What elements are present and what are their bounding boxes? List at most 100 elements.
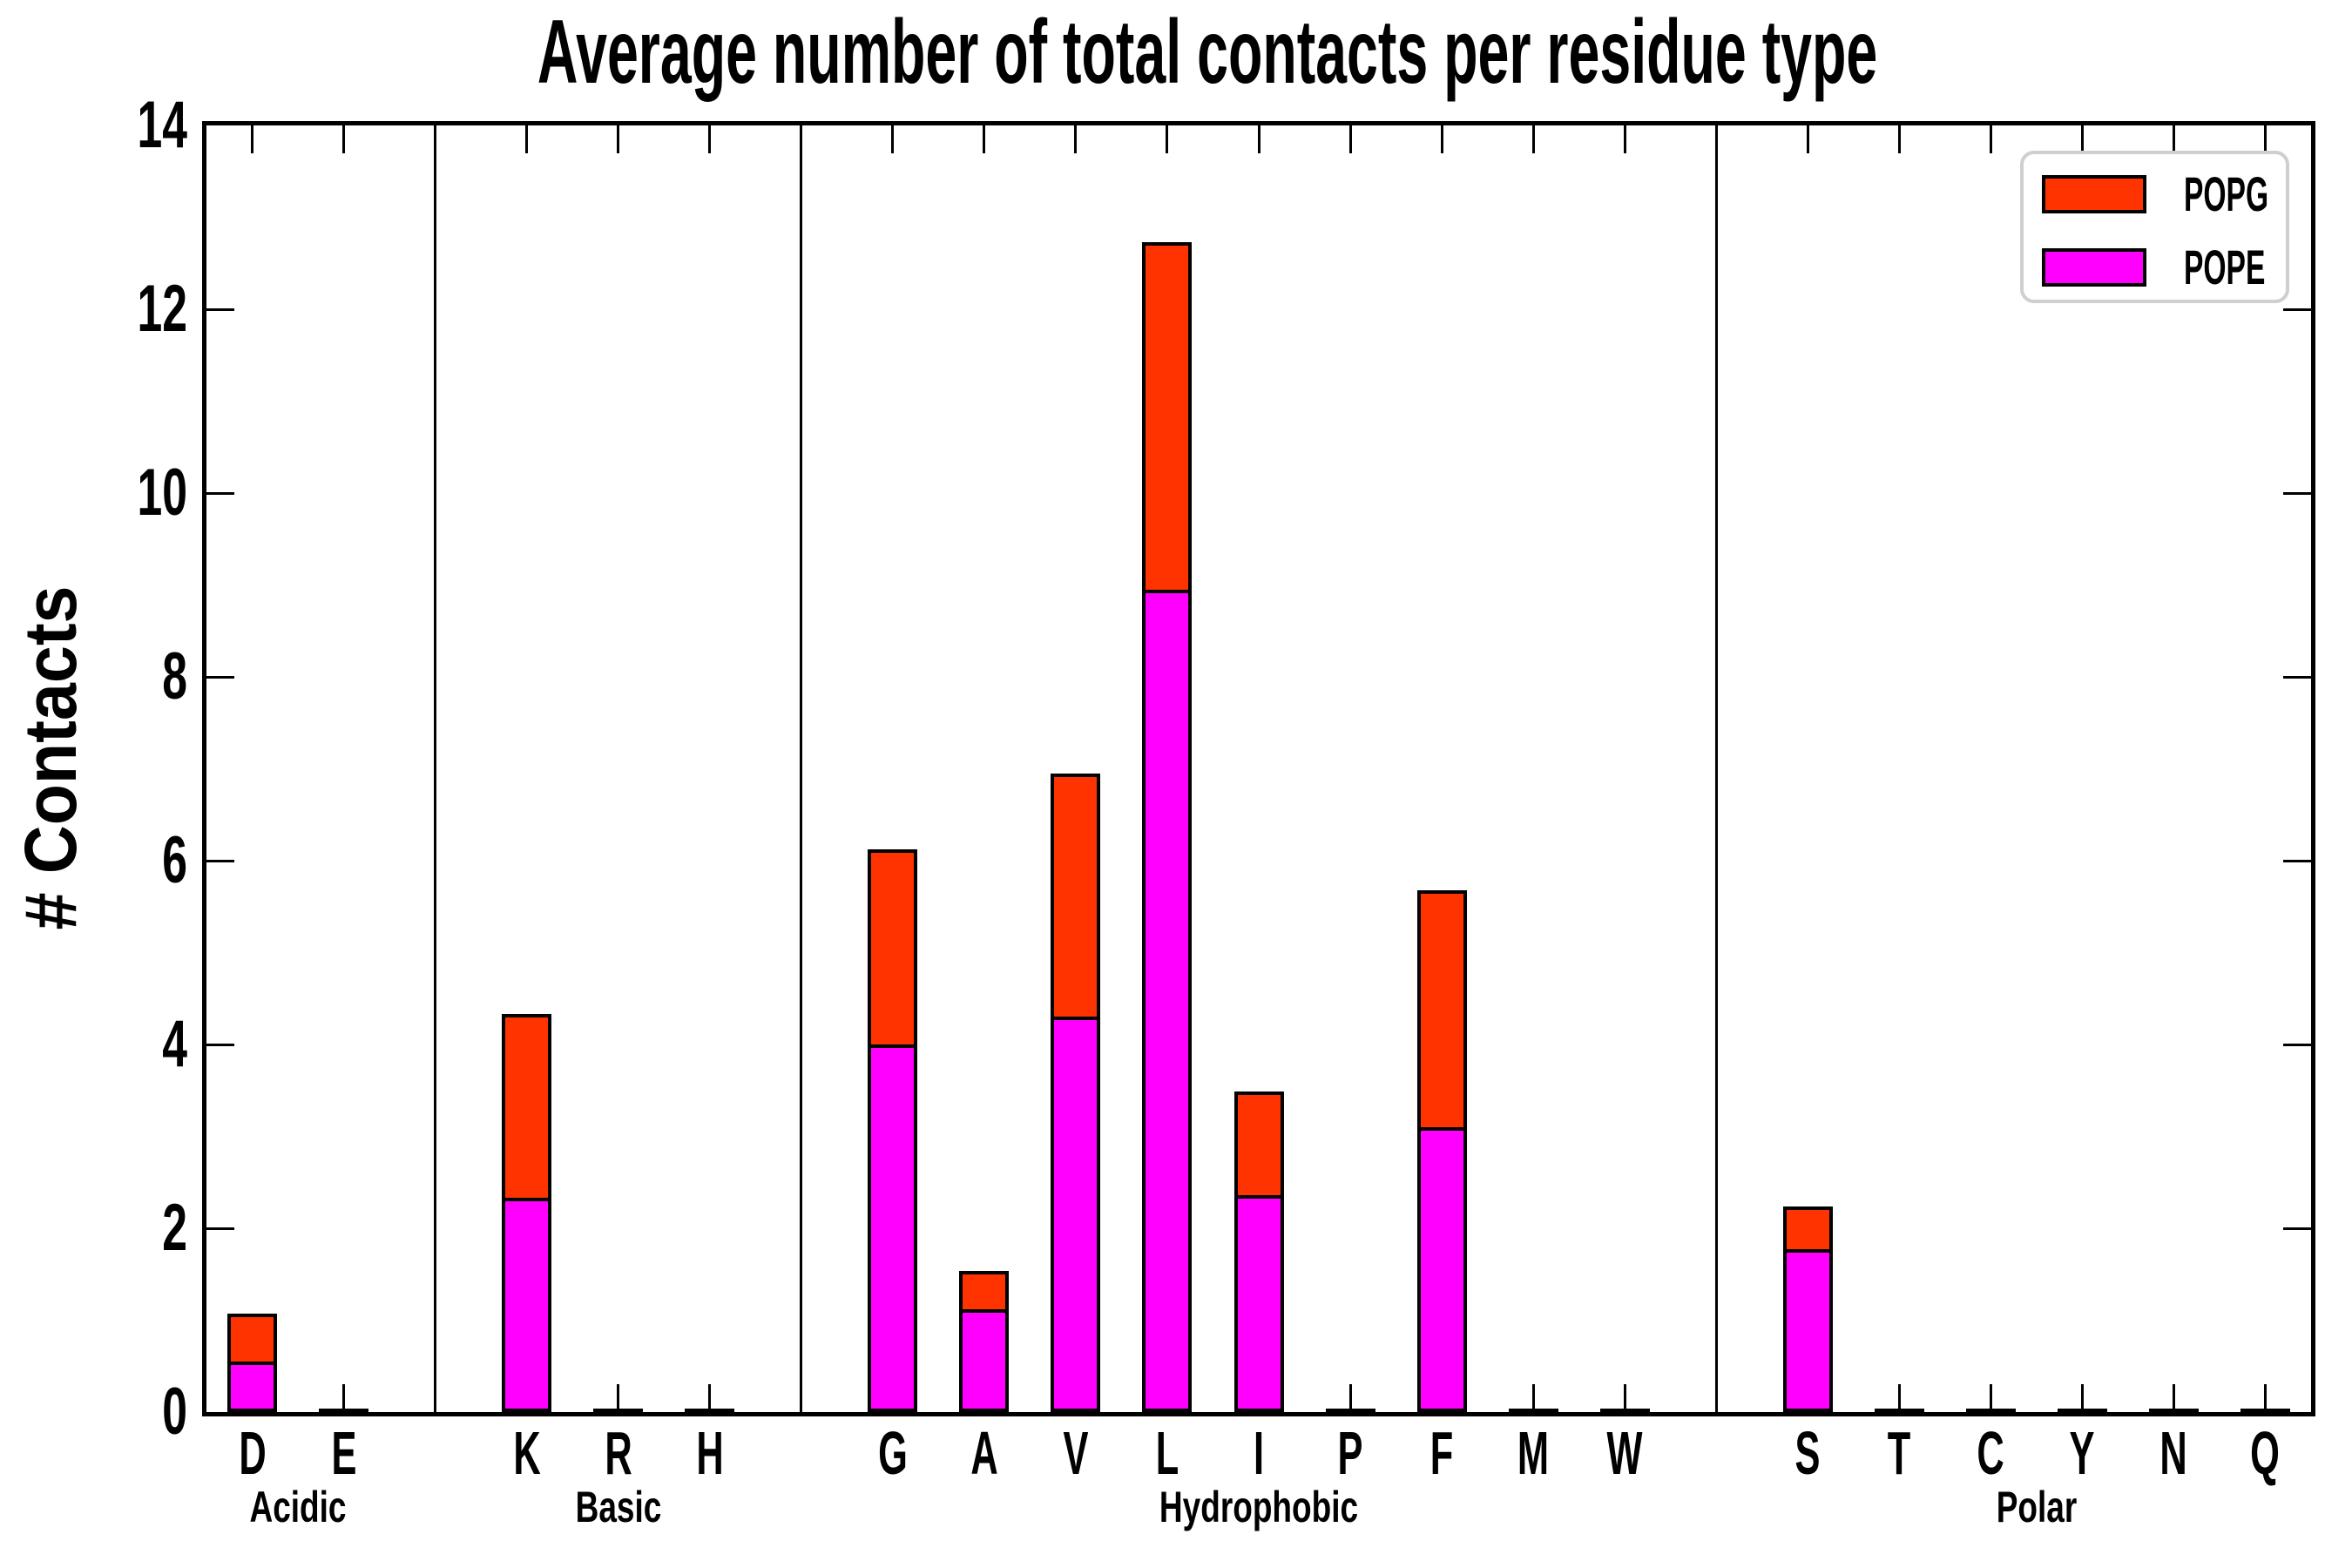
y-tick (206, 1227, 234, 1230)
x-label-P: P (1337, 1419, 1363, 1487)
bar-Q-zero (2240, 1409, 2290, 1412)
x-label-H: H (696, 1419, 724, 1487)
x-tick (342, 125, 346, 153)
bar-L-POPE (1142, 589, 1193, 1412)
x-tick (617, 1384, 620, 1412)
bar-V-POPE (1051, 1017, 1101, 1412)
x-label-A: A (970, 1419, 998, 1487)
legend-swatch-popg (2042, 175, 2146, 213)
legend-label-popg: POPG (2184, 166, 2269, 221)
bar-D-POPG (227, 1314, 278, 1365)
y-tick-label: 12 (137, 272, 187, 346)
x-label-E: E (331, 1419, 357, 1487)
bar-H-zero (685, 1409, 735, 1412)
x-label-V: V (1063, 1419, 1089, 1487)
x-tick (1897, 125, 1901, 153)
x-tick (1623, 125, 1626, 153)
x-label-F: F (1429, 1419, 1454, 1487)
x-tick (1531, 125, 1535, 153)
x-label-W: W (1606, 1419, 1643, 1487)
y-tick (2283, 491, 2311, 495)
bar-S-POPG (1782, 1206, 1833, 1254)
x-tick (1440, 125, 1443, 153)
x-tick (2172, 1384, 2175, 1412)
group-label-hydrophobic: Hydrophobic (1159, 1483, 1359, 1531)
y-tick (206, 859, 234, 862)
x-tick (983, 125, 986, 153)
x-tick (1531, 1384, 1535, 1412)
group-separator (434, 125, 437, 1412)
y-tick-label: 6 (162, 823, 187, 897)
x-tick (708, 125, 712, 153)
bar-C-zero (1965, 1409, 2016, 1412)
x-label-L: L (1155, 1419, 1179, 1487)
x-tick (1166, 125, 1169, 153)
x-tick (617, 125, 620, 153)
x-tick (2263, 1384, 2267, 1412)
x-tick (1348, 125, 1352, 153)
bar-Y-zero (2057, 1409, 2107, 1412)
y-tick (206, 675, 234, 679)
x-tick (2172, 125, 2175, 153)
x-tick (1074, 125, 1078, 153)
legend: POPG POPE (2020, 151, 2289, 303)
bar-I-POPG (1233, 1091, 1284, 1200)
x-tick (2080, 125, 2084, 153)
bar-P-zero (1325, 1409, 1375, 1412)
x-tick (1348, 1384, 1352, 1412)
y-tick (206, 308, 234, 311)
group-label-polar: Polar (1996, 1483, 2078, 1531)
x-tick (251, 125, 254, 153)
x-tick (1257, 125, 1260, 153)
x-tick (1897, 1384, 1901, 1412)
x-tick (342, 1384, 346, 1412)
x-tick (2080, 1384, 2084, 1412)
y-tick (2283, 1043, 2311, 1046)
x-label-N: N (2159, 1419, 2188, 1487)
bar-I-POPE (1233, 1195, 1284, 1412)
x-label-I: I (1253, 1419, 1265, 1487)
y-tick-label: 8 (162, 639, 187, 713)
group-separator (800, 125, 803, 1412)
y-tick (206, 491, 234, 495)
bar-F-POPG (1416, 889, 1467, 1131)
y-tick-label: 10 (137, 456, 187, 530)
bar-R-zero (593, 1409, 644, 1412)
bar-G-POPE (868, 1044, 918, 1412)
bar-G-POPG (868, 849, 918, 1048)
x-tick (1806, 125, 1809, 153)
chart-title: Average number of total contacts per res… (537, 2, 1878, 103)
y-tick (2283, 308, 2311, 311)
x-tick (1623, 1384, 1626, 1412)
bar-D-POPE (227, 1361, 278, 1412)
y-tick (2283, 675, 2311, 679)
y-tick-label: 2 (162, 1191, 187, 1265)
x-label-K: K (512, 1419, 541, 1487)
bar-K-POPE (502, 1198, 552, 1412)
group-separator (1714, 125, 1718, 1412)
bar-M-zero (1508, 1409, 1558, 1412)
y-tick (2283, 1227, 2311, 1230)
x-label-S: S (1794, 1419, 1821, 1487)
plot-area (202, 121, 2315, 1416)
x-tick (708, 1384, 712, 1412)
bar-A-POPE (959, 1308, 1010, 1412)
bar-W-zero (1599, 1409, 1650, 1412)
bar-E-zero (319, 1409, 369, 1412)
bar-K-POPG (502, 1014, 552, 1202)
y-tick (2283, 859, 2311, 862)
x-label-Q: Q (2250, 1419, 2281, 1487)
bar-V-POPG (1051, 773, 1101, 1021)
x-label-Y: Y (2069, 1419, 2095, 1487)
bar-T-zero (1874, 1409, 1924, 1412)
group-label-acidic: Acidic (249, 1483, 347, 1531)
bar-F-POPE (1416, 1126, 1467, 1412)
legend-label-pope: POPE (2184, 240, 2266, 294)
y-tick-label: 14 (137, 88, 187, 162)
y-tick (206, 1043, 234, 1046)
y-tick-label: 0 (162, 1375, 187, 1449)
x-label-C: C (1977, 1419, 2005, 1487)
x-tick (525, 125, 529, 153)
x-tick (1989, 125, 1992, 153)
bar-A-POPG (959, 1270, 1010, 1313)
